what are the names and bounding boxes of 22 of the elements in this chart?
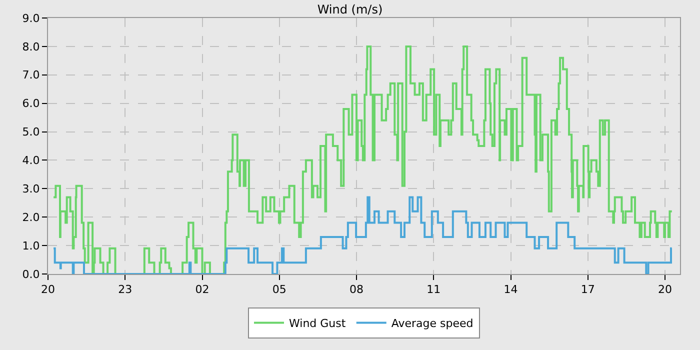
x-tick-label: 20: [41, 283, 55, 296]
x-tick-label: 20: [658, 283, 672, 296]
x-tick-label: 17: [580, 283, 595, 296]
x-tick-label: 11: [426, 283, 441, 296]
x-tick-label: 23: [118, 283, 132, 296]
legend-label: Average speed: [391, 317, 474, 330]
y-tick-label: 5.0: [22, 126, 40, 139]
y-tick-label: 2.0: [22, 210, 40, 224]
chart-title: Wind (m/s): [317, 2, 383, 17]
y-tick-label: 7.0: [22, 68, 40, 82]
y-tick-label: 0.0: [22, 268, 40, 281]
legend-label: Wind Gust: [289, 317, 346, 330]
y-tick-label: 1.0: [22, 239, 40, 252]
x-tick-label: 14: [504, 283, 518, 296]
y-tick-label: 9.0: [22, 12, 40, 25]
y-tick-label: 3.0: [22, 182, 40, 196]
y-tick-label: 6.0: [22, 97, 40, 110]
y-tick-label: 8.0: [22, 40, 40, 54]
x-tick-label: 08: [350, 283, 364, 296]
x-tick-label: 05: [272, 283, 286, 296]
x-tick-label: 02: [195, 283, 210, 296]
y-tick-label: 4.0: [22, 154, 40, 168]
